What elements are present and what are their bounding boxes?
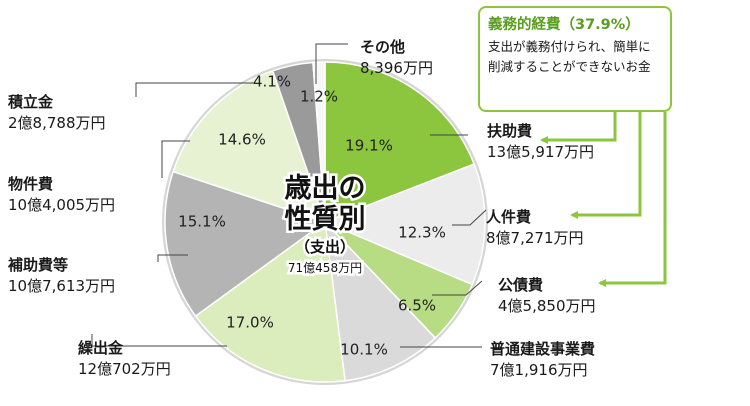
- pie-slice-0: [324, 61, 476, 224]
- leader-line: [135, 82, 255, 97]
- category-amount: 12億702万円: [78, 360, 171, 378]
- leader-line: [432, 280, 483, 296]
- slice-percent-label: 15.1%: [178, 213, 226, 231]
- category-amount: 13億5,917万円: [487, 143, 594, 161]
- pie-slice-5: [164, 170, 327, 318]
- category-amount: 2億8,788万円: [8, 114, 106, 132]
- leader-line: [157, 254, 188, 262]
- leader-line: [161, 140, 190, 178]
- slice-percent-label: 19.1%: [345, 137, 393, 155]
- category-amount: 10億7,613万円: [8, 277, 115, 295]
- category-name: 扶助費: [487, 122, 532, 140]
- pie-slice-4: [194, 220, 346, 383]
- category-amount: 8,396万円: [360, 59, 433, 77]
- category-name: その他: [360, 38, 405, 56]
- leader-line: [315, 43, 348, 84]
- mandatory-expenses-callout: 義務的経費（37.9%） 支出が義務付けられ、簡単に削減することができないお金: [478, 6, 672, 112]
- callout-arrow-1: [570, 112, 642, 219]
- callout-body: 支出が義務付けられ、簡単に削減することができないお金: [488, 39, 651, 74]
- pie-slices: [162, 59, 488, 385]
- callout-arrow-2: [598, 112, 667, 287]
- slice-percent-label: 14.6%: [218, 131, 266, 149]
- category-amount: 8億7,271万円: [486, 229, 584, 247]
- category-name: 補助費等: [7, 256, 68, 274]
- pie-slice-6: [172, 69, 327, 224]
- category-name: 物件費: [8, 175, 53, 193]
- category-amount: 10億4,005万円: [8, 196, 115, 214]
- slice-percent-label: 1.2%: [300, 88, 338, 106]
- category-name: 普通建設事業費: [490, 340, 595, 358]
- center-title-line2: 性質別: [285, 204, 366, 235]
- slice-percent-label: 4.1%: [253, 73, 291, 91]
- category-name: 積立金: [7, 93, 54, 111]
- leader-lines: [91, 43, 487, 348]
- category-amount: 4億5,850万円: [498, 297, 596, 315]
- callout-title: 義務的経費（37.9%）: [488, 17, 640, 33]
- percentage-labels: 19.1% 12.3% 6.5% 10.1% 17.0% 15.1% 14.6% 4.1% 1.…: [178, 73, 446, 359]
- slice-percent-label: 17.0%: [226, 314, 274, 332]
- category-amount: 7億1,916万円: [490, 361, 588, 379]
- leader-line: [91, 334, 227, 347]
- slice-percent-label: 6.5%: [398, 297, 436, 315]
- category-name: 人件費: [486, 208, 531, 226]
- pie-slice-8: [312, 61, 326, 223]
- pie-slice-3: [323, 219, 437, 382]
- category-name: 繰出金: [78, 339, 124, 357]
- center-title-line1: 歳出の: [285, 173, 366, 204]
- center-total: 71億458万円: [288, 261, 362, 275]
- category-name: 公債費: [498, 276, 543, 294]
- center-subtitle: （支出）: [295, 238, 355, 256]
- pie-slice-1: [323, 163, 486, 286]
- callout-arrows: [540, 112, 667, 287]
- callout-arrow-0: [540, 112, 617, 144]
- leader-line: [452, 209, 487, 226]
- slice-percent-label: 10.1%: [340, 341, 388, 359]
- slice-percent-label: 12.3%: [398, 224, 446, 242]
